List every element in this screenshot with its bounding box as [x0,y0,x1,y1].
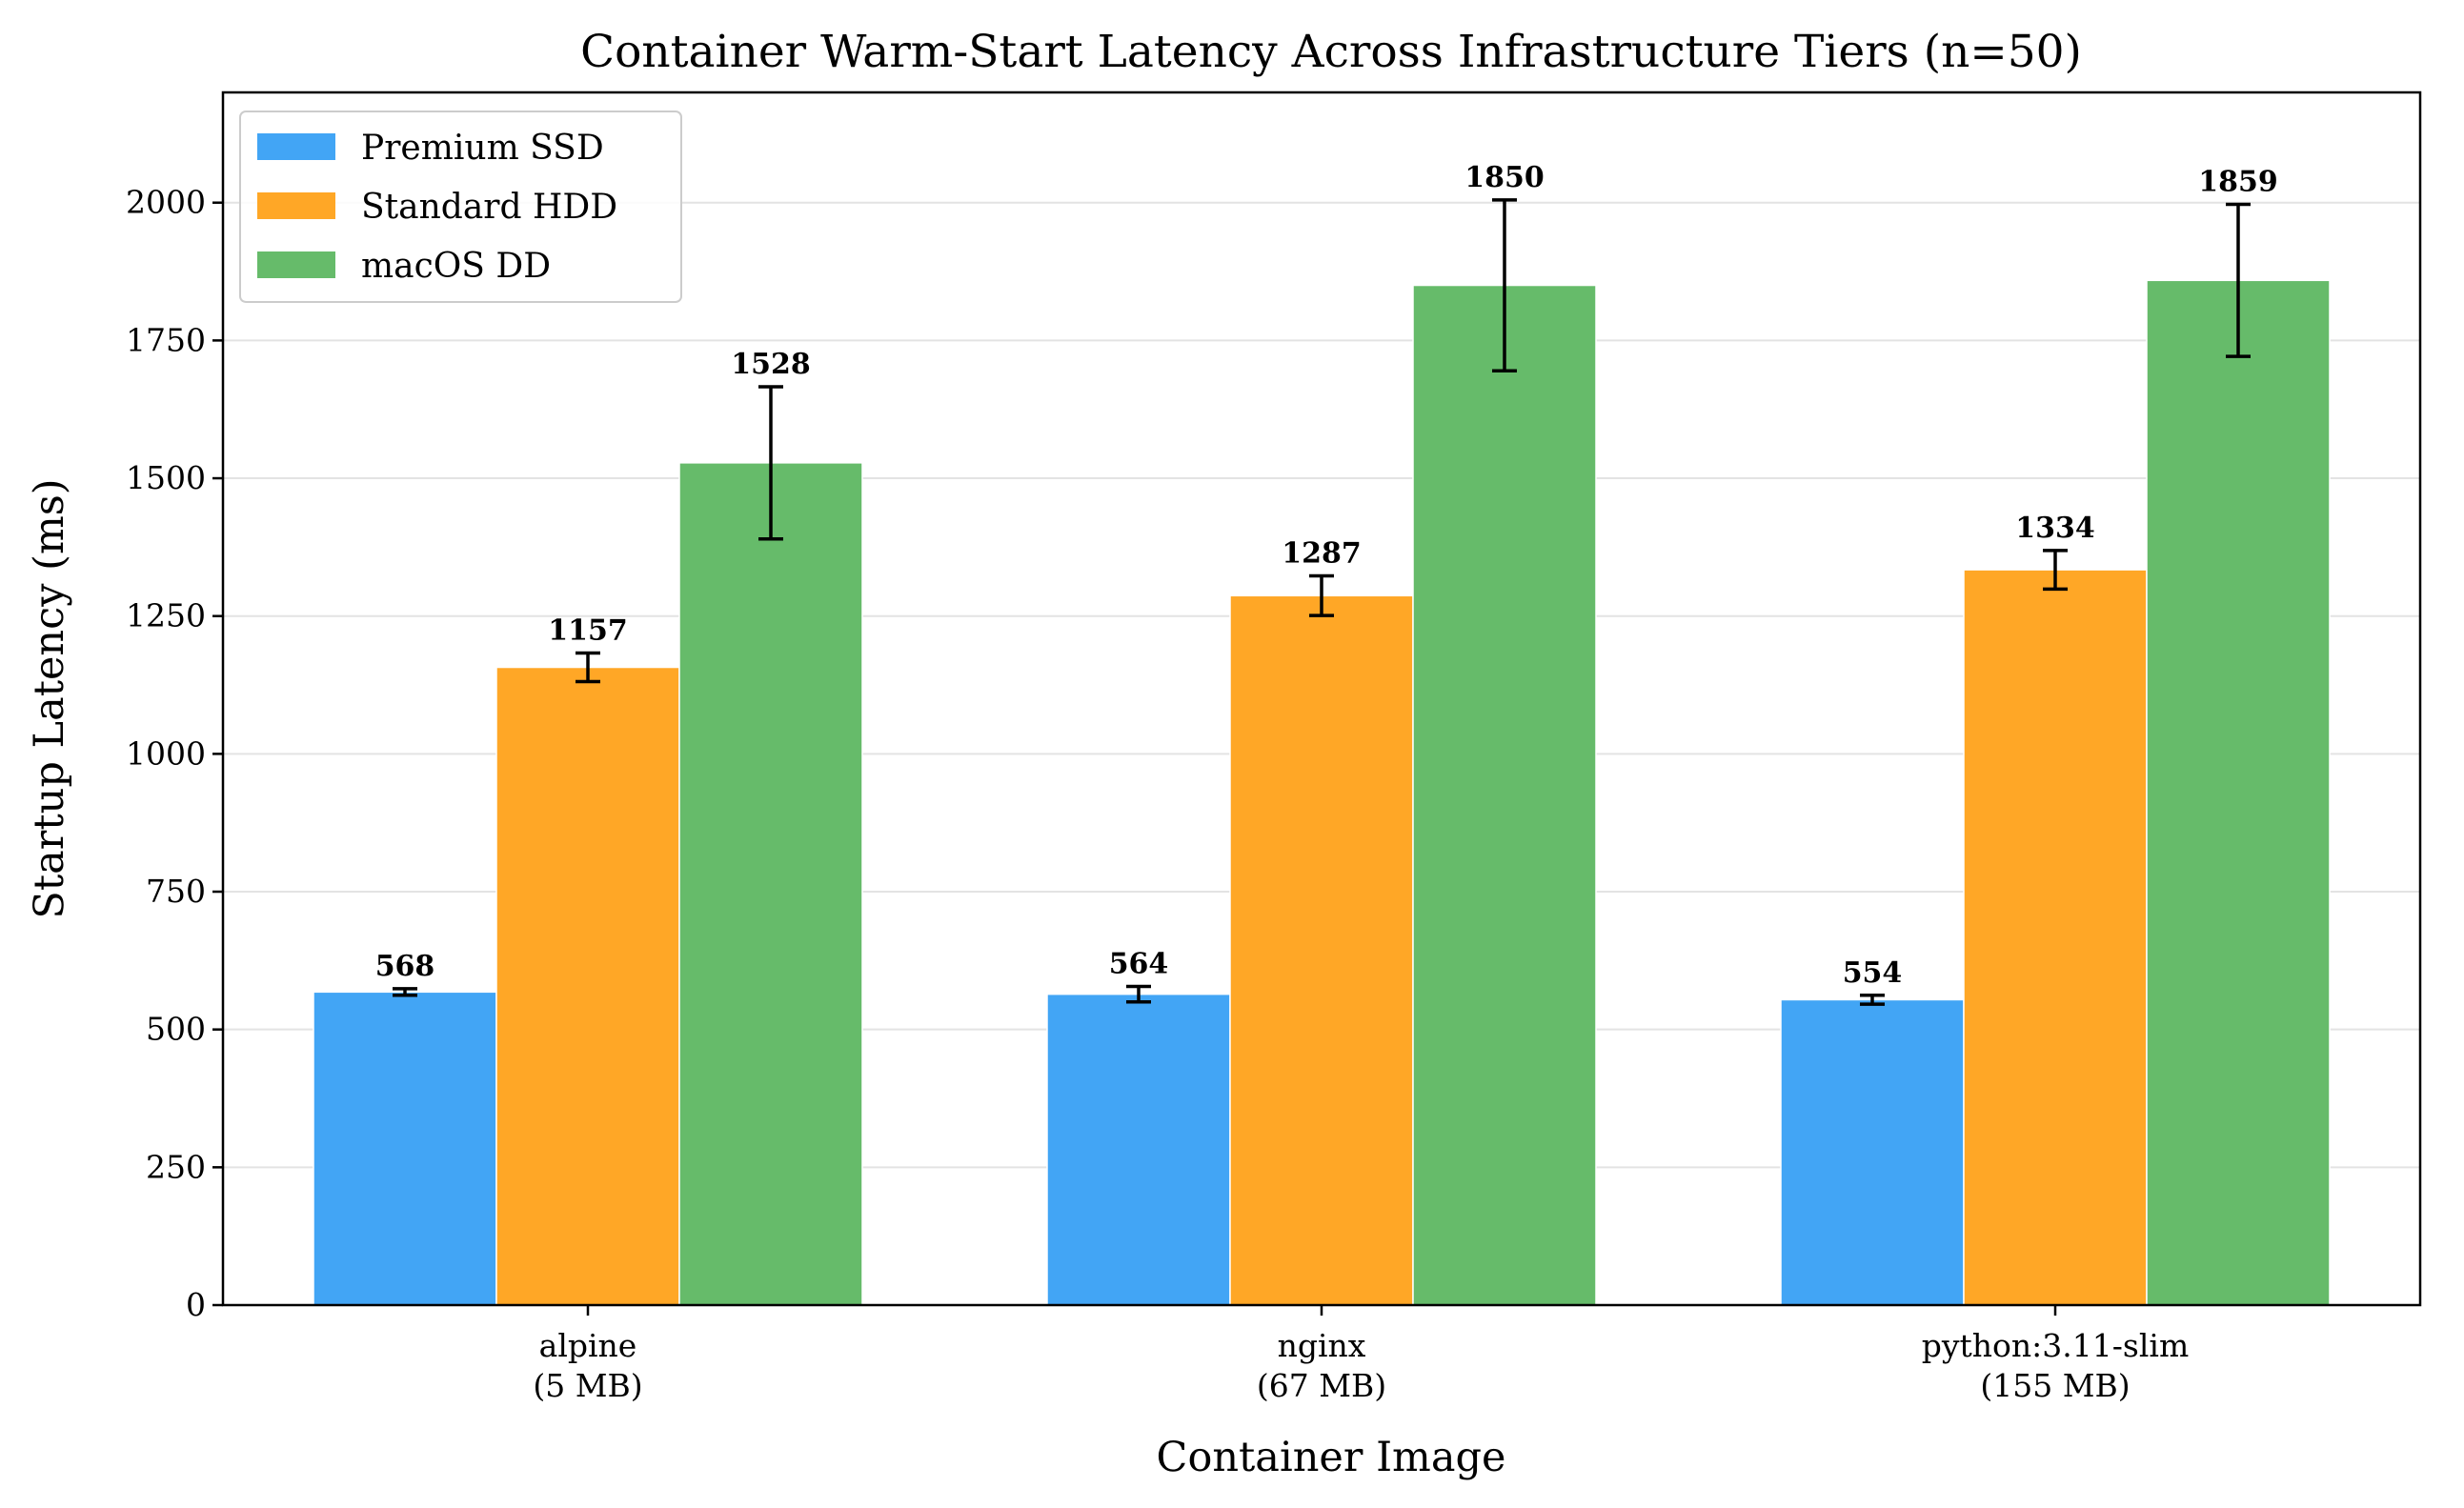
y-tick-label: 1500 [126,459,206,496]
x-tick-label-size: (67 MB) [1257,1367,1386,1404]
bar-value-label: 568 [375,950,435,983]
bar-value-label: 1287 [1282,536,1362,570]
bar[interactable] [1412,284,1597,1306]
bar[interactable] [495,666,680,1306]
bar-value-label: 1850 [1464,161,1545,194]
y-tick-label: 1750 [126,321,206,358]
bar[interactable] [313,991,497,1306]
bar[interactable] [2146,279,2331,1306]
y-tick-label: 250 [146,1148,206,1185]
legend-label: Standard HDD [361,188,617,227]
legend-swatch [257,251,335,278]
bar[interactable] [1780,998,1965,1306]
bar-value-label: 1859 [2198,165,2278,198]
legend-box [239,111,682,303]
x-axis: alpine(5 MB) nginx(67 MB) python:3.11-slim… [533,1305,2189,1404]
y-tick-label: 0 [186,1286,206,1323]
legend-label: Premium SSD [361,129,604,168]
bar-value-label: 1157 [548,613,628,647]
y-tick-label: 500 [146,1011,206,1048]
y-axis: 0 250 500 750 1000 1250 1500 1750 2000 [126,184,223,1323]
x-tick-label: nginx [1278,1327,1366,1364]
bar-value-label: 1334 [2015,512,2095,545]
bar[interactable] [678,462,863,1306]
bar-value-labels: 568 1157 1528 564 1287 1850 554 1334 1859 [375,161,2278,990]
chart-title: Container Warm-Start Latency Across Infr… [580,26,2082,78]
legend-swatch [257,133,335,160]
x-tick-label: alpine [539,1327,637,1364]
y-tick-label: 2000 [126,184,206,221]
bars [313,279,2331,1306]
bar[interactable] [1046,993,1231,1306]
y-axis-label: Startup Latency (ms) [26,478,73,918]
y-tick-label: 1000 [126,734,206,772]
x-axis-label: Container Image [1157,1434,1506,1481]
x-tick-label-size: (155 MB) [1980,1367,2130,1404]
bar[interactable] [1229,594,1414,1306]
legend-swatch [257,192,335,219]
y-tick-label: 750 [146,873,206,910]
bar-value-label: 554 [1843,956,1903,990]
bar[interactable] [1963,569,2148,1306]
bar-value-label: 564 [1109,948,1169,981]
y-tick-label: 1250 [126,597,206,634]
legend-label: macOS DD [361,247,551,286]
error-bars [393,198,2251,1006]
bar-value-label: 1528 [731,348,811,381]
x-tick-label-size: (5 MB) [533,1367,642,1404]
legend[interactable]: Premium SSD Standard HDD macOS DD [239,111,682,303]
x-tick-label: python:3.11-slim [1922,1327,2189,1364]
